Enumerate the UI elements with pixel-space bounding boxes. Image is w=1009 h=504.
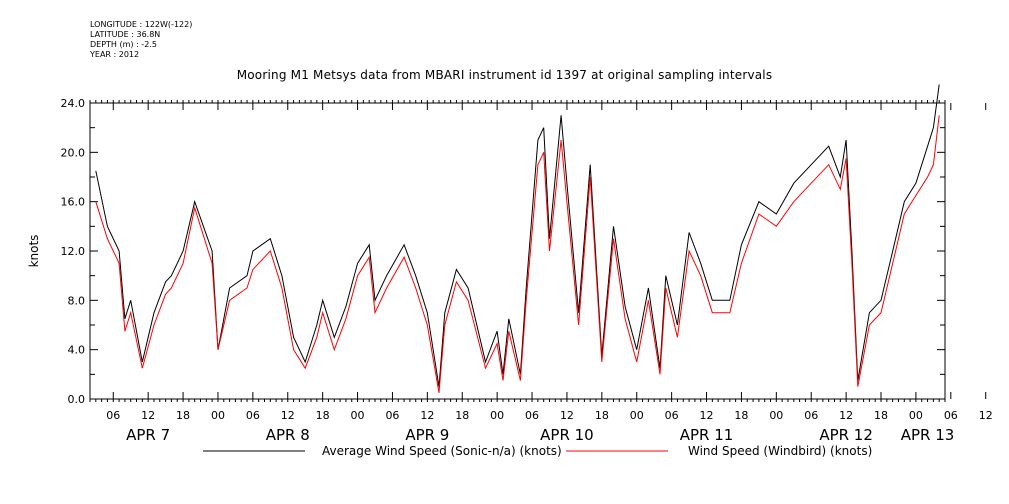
x-hour-tick-label: 00 xyxy=(630,409,644,422)
x-hour-tick-label: 06 xyxy=(525,409,539,422)
x-hour-tick-label: 12 xyxy=(560,409,574,422)
y-tick-label: 0.0 xyxy=(68,393,86,406)
y-tick-label: 24.0 xyxy=(61,97,86,110)
x-hour-tick-label: 00 xyxy=(769,409,783,422)
x-hour-tick-label: 00 xyxy=(351,409,365,422)
y-axis-label: knots xyxy=(27,235,41,268)
x-hour-tick-label: 18 xyxy=(595,409,609,422)
y-tick-label: 12.0 xyxy=(61,245,86,258)
x-hour-tick-label: 00 xyxy=(211,409,225,422)
x-hour-tick-label: 12 xyxy=(979,409,993,422)
x-hour-tick-label: 12 xyxy=(839,409,853,422)
series-line-windbird-wind-speed xyxy=(95,115,940,393)
x-hour-tick-label: 06 xyxy=(106,409,120,422)
year-text: YEAR : 2012 xyxy=(90,50,140,59)
x-hour-tick-label: 06 xyxy=(944,409,958,422)
x-hour-tick-label: 18 xyxy=(874,409,888,422)
metadata-block: LONGITUDE : 122W(-122) LATITUDE : 36.8N … xyxy=(90,20,192,60)
x-day-label: APR 7 xyxy=(126,426,170,444)
x-hour-tick-label: 18 xyxy=(316,409,330,422)
x-hour-tick-label: 12 xyxy=(281,409,295,422)
x-day-label: APR 13 xyxy=(901,426,955,444)
x-hour-tick-label: 00 xyxy=(490,409,504,422)
x-day-label: APR 11 xyxy=(680,426,734,444)
x-day-label: APR 8 xyxy=(266,426,310,444)
y-tick-label: 8.0 xyxy=(68,294,86,307)
y-tick-label: 16.0 xyxy=(61,196,86,209)
legend-label-windbird: Wind Speed (Windbird) (knots) xyxy=(688,444,872,458)
y-tick-label: 4.0 xyxy=(68,344,86,357)
depth-text: DEPTH (m) : -2.5 xyxy=(90,40,157,49)
x-hour-tick-label: 06 xyxy=(385,409,399,422)
legend-label-average: Average Wind Speed (Sonic-n/a) (knots) xyxy=(322,444,562,458)
x-day-label: APR 9 xyxy=(405,426,449,444)
chart-title: Mooring M1 Metsys data from MBARI instru… xyxy=(236,68,773,82)
x-hour-tick-label: 00 xyxy=(909,409,923,422)
x-day-label: APR 10 xyxy=(540,426,594,444)
x-day-label: APR 12 xyxy=(819,426,873,444)
latitude-text: LATITUDE : 36.8N xyxy=(90,30,161,39)
y-tick-label: 20.0 xyxy=(61,146,86,159)
x-hour-tick-label: 18 xyxy=(176,409,190,422)
x-hour-tick-label: 18 xyxy=(455,409,469,422)
x-hour-tick-label: 18 xyxy=(734,409,748,422)
plot-frame xyxy=(89,102,946,400)
x-hour-tick-label: 06 xyxy=(665,409,679,422)
x-hour-tick-label: 12 xyxy=(141,409,155,422)
longitude-text: LONGITUDE : 122W(-122) xyxy=(90,20,193,29)
series-line-average-wind-speed xyxy=(95,84,940,387)
x-hour-tick-label: 06 xyxy=(246,409,260,422)
x-hour-tick-label: 12 xyxy=(700,409,714,422)
x-hour-tick-label: 12 xyxy=(420,409,434,422)
x-hour-tick-label: 06 xyxy=(804,409,818,422)
